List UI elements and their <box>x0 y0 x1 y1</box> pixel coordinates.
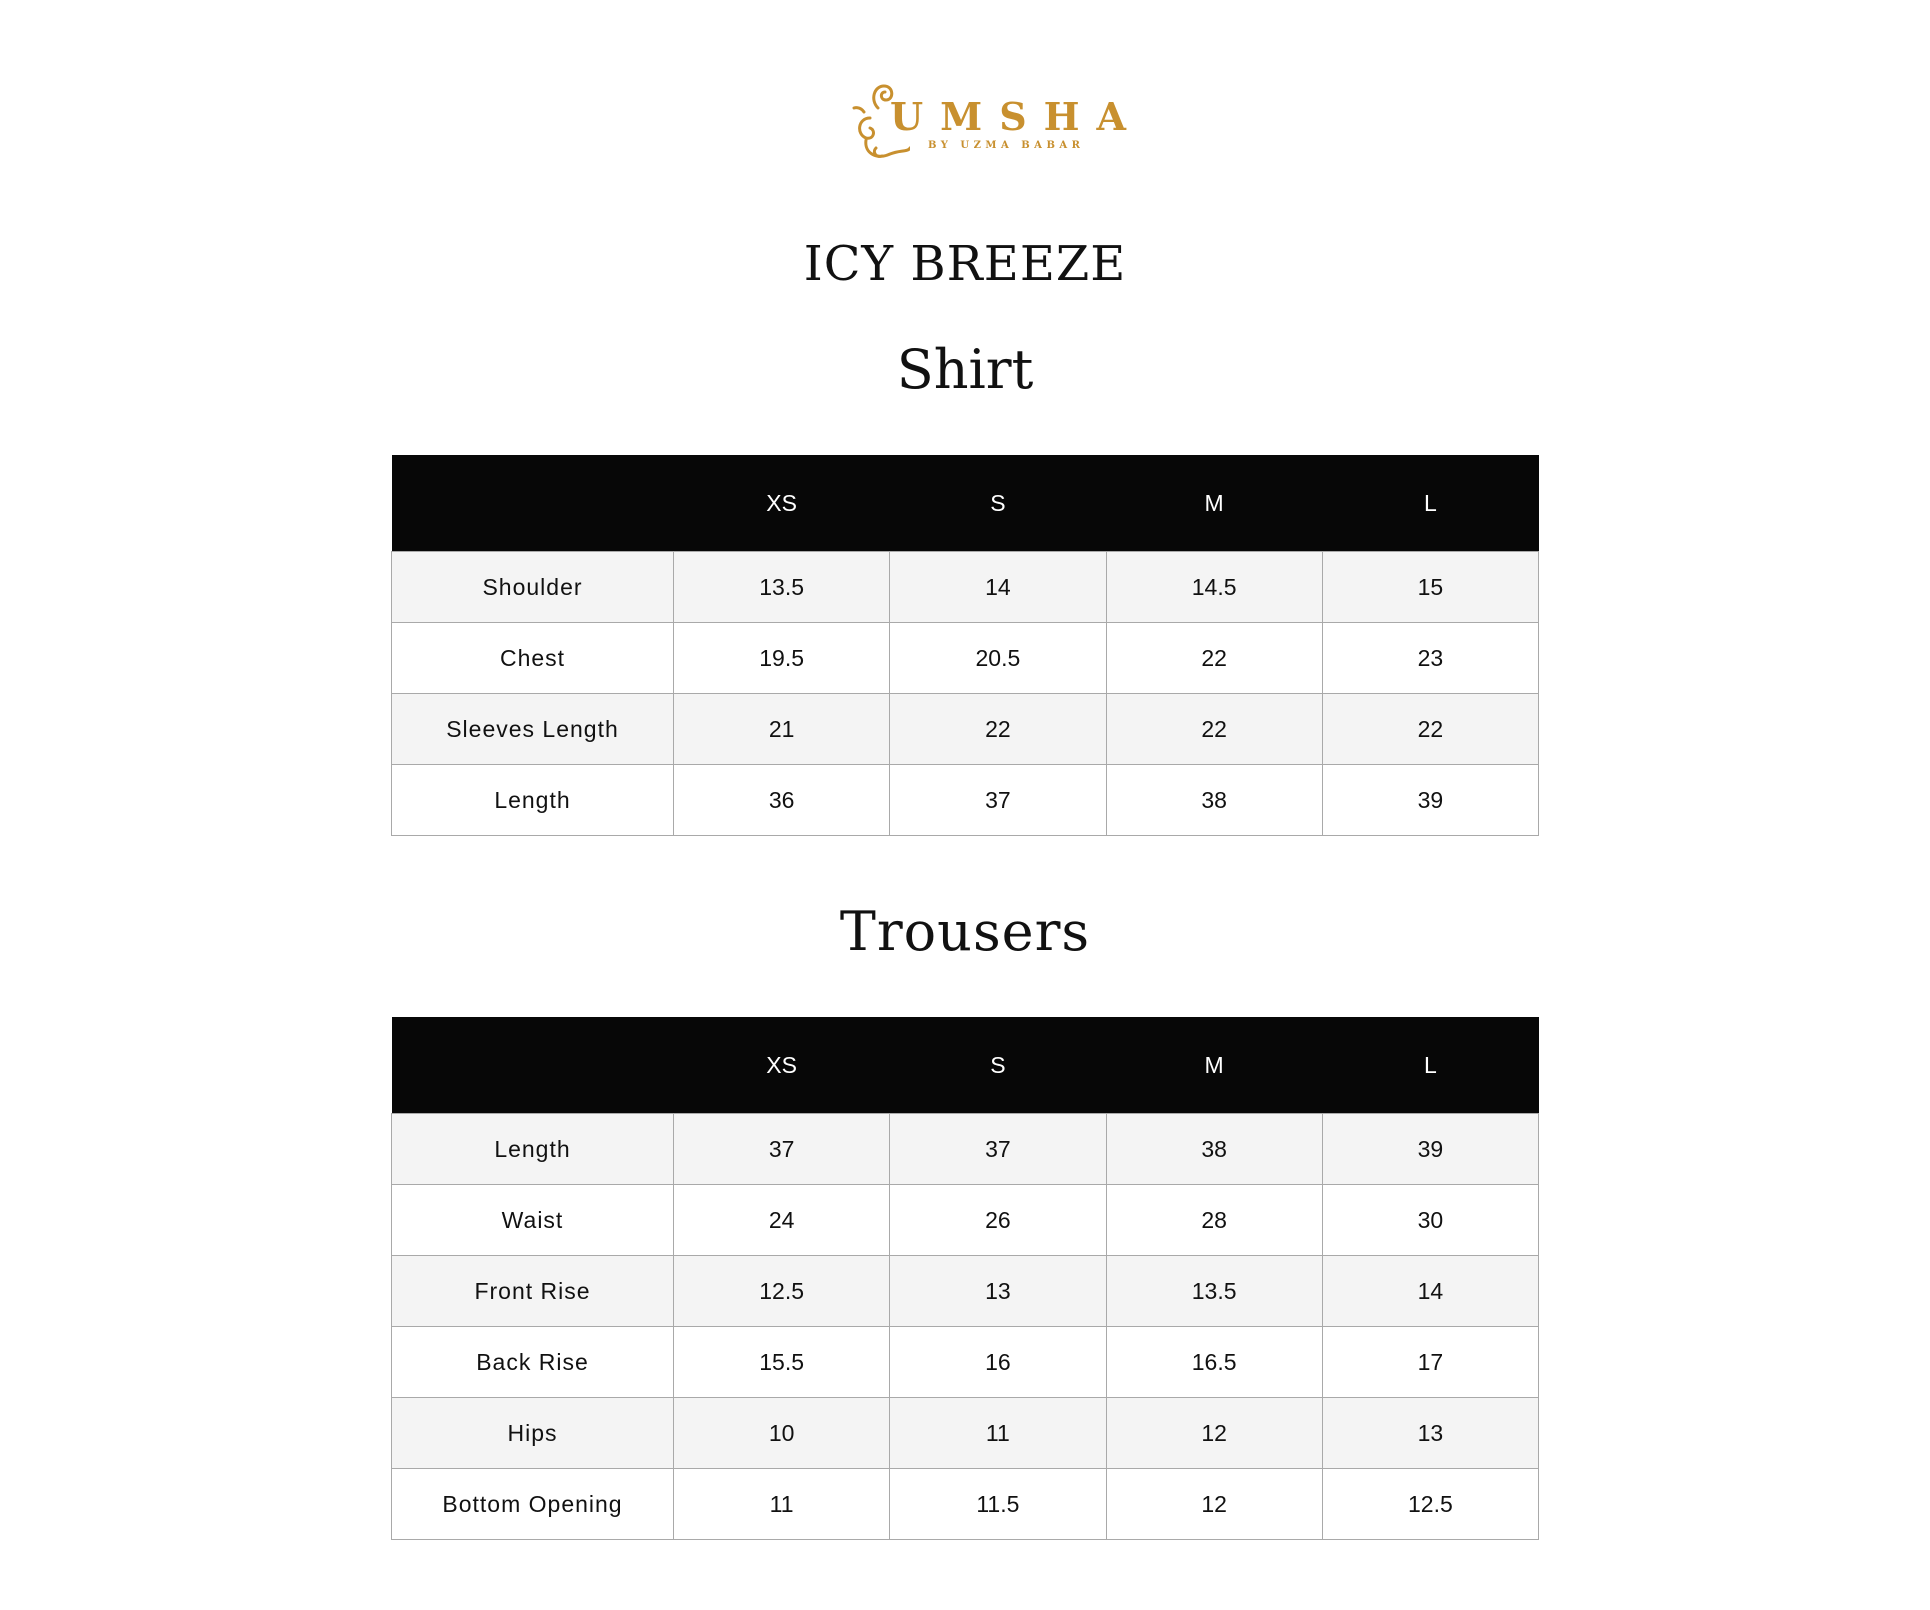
measurement-cell: 12 <box>1105 1468 1323 1540</box>
measurement-cell: 11 <box>889 1397 1107 1469</box>
measurement-cell: 28 <box>1105 1184 1323 1256</box>
measurement-cell: 26 <box>889 1184 1107 1256</box>
trousers-size-table: XS S M L Length 37 37 38 39 Waist 24 26 28 30 Fron… <box>391 1017 1540 1540</box>
trousers-title: Trousers <box>839 900 1091 963</box>
measurement-cell: 38 <box>1105 764 1323 836</box>
table-header-row: XS S M L <box>391 1017 1539 1114</box>
measurement-cell: 20.5 <box>889 622 1107 694</box>
row-label: Shoulder <box>391 551 674 623</box>
brand-tagline: BY UZMA BABAR <box>928 140 1085 151</box>
header-cell: M <box>1106 455 1323 552</box>
row-label: Chest <box>391 622 674 694</box>
header-cell: L <box>1322 455 1539 552</box>
measurement-cell: 21 <box>672 693 891 765</box>
table-row: Length 36 37 38 39 <box>391 764 1540 836</box>
measurement-cell: 23 <box>1321 622 1540 694</box>
table-row: Hips 10 11 12 13 <box>391 1397 1540 1469</box>
measurement-cell: 37 <box>889 764 1107 836</box>
row-label: Waist <box>391 1184 674 1256</box>
measurement-cell: 13 <box>1321 1397 1540 1469</box>
header-cell <box>391 1017 674 1114</box>
table-header-row: XS S M L <box>391 455 1539 552</box>
row-label: Bottom Opening <box>391 1468 674 1540</box>
measurement-cell: 13 <box>889 1255 1107 1327</box>
shirt-size-table: XS S M L Shoulder 13.5 14 14.5 15 Chest 19.5 20… <box>391 455 1540 836</box>
table-row: Front Rise 12.5 13 13.5 14 <box>391 1255 1540 1327</box>
brand-name: UMSHA <box>890 94 1144 139</box>
ornament-icon <box>852 84 910 158</box>
measurement-cell: 37 <box>889 1113 1107 1185</box>
measurement-cell: 12.5 <box>1321 1468 1540 1540</box>
measurement-cell: 36 <box>672 764 891 836</box>
shirt-title: Shirt <box>896 338 1034 401</box>
row-label: Front Rise <box>391 1255 674 1327</box>
measurement-cell: 14 <box>1321 1255 1540 1327</box>
measurement-cell: 10 <box>672 1397 891 1469</box>
collection-title: ICY BREEZE <box>803 236 1127 292</box>
table-row: Length 37 37 38 39 <box>391 1113 1540 1185</box>
table-row: Sleeves Length 21 22 22 22 <box>391 693 1540 765</box>
table-row: Shoulder 13.5 14 14.5 15 <box>391 551 1540 623</box>
header-cell <box>391 455 674 552</box>
measurement-cell: 22 <box>1105 622 1323 694</box>
row-label: Hips <box>391 1397 674 1469</box>
header-cell: L <box>1322 1017 1539 1114</box>
row-label: Sleeves Length <box>391 693 674 765</box>
measurement-cell: 11 <box>672 1468 891 1540</box>
table-row: Back Rise 15.5 16 16.5 17 <box>391 1326 1540 1398</box>
measurement-cell: 15 <box>1321 551 1540 623</box>
measurement-cell: 22 <box>1321 693 1540 765</box>
measurement-cell: 17 <box>1321 1326 1540 1398</box>
row-label: Length <box>391 764 674 836</box>
measurement-cell: 24 <box>672 1184 891 1256</box>
measurement-cell: 39 <box>1321 764 1540 836</box>
header-cell: S <box>889 455 1106 552</box>
measurement-cell: 13.5 <box>672 551 891 623</box>
measurement-cell: 16.5 <box>1105 1326 1323 1398</box>
header-cell: XS <box>673 455 890 552</box>
measurement-cell: 30 <box>1321 1184 1540 1256</box>
measurement-cell: 11.5 <box>889 1468 1107 1540</box>
header-cell: S <box>889 1017 1106 1114</box>
measurement-cell: 37 <box>672 1113 891 1185</box>
header-cell: M <box>1106 1017 1323 1114</box>
table-row: Waist 24 26 28 30 <box>391 1184 1540 1256</box>
measurement-cell: 22 <box>889 693 1107 765</box>
measurement-cell: 39 <box>1321 1113 1540 1185</box>
measurement-cell: 15.5 <box>672 1326 891 1398</box>
table-row: Bottom Opening 11 11.5 12 12.5 <box>391 1468 1540 1540</box>
measurement-cell: 13.5 <box>1105 1255 1323 1327</box>
measurement-cell: 14 <box>889 551 1107 623</box>
measurement-cell: 16 <box>889 1326 1107 1398</box>
table-row: Chest 19.5 20.5 22 23 <box>391 622 1540 694</box>
row-label: Back Rise <box>391 1326 674 1398</box>
header-cell: XS <box>673 1017 890 1114</box>
brand-logo: UMSHA BY UZMA BABAR <box>850 78 1126 164</box>
measurement-cell: 12 <box>1105 1397 1323 1469</box>
measurement-cell: 19.5 <box>672 622 891 694</box>
measurement-cell: 22 <box>1105 693 1323 765</box>
measurement-cell: 14.5 <box>1105 551 1323 623</box>
row-label: Length <box>391 1113 674 1185</box>
measurement-cell: 38 <box>1105 1113 1323 1185</box>
measurement-cell: 12.5 <box>672 1255 891 1327</box>
